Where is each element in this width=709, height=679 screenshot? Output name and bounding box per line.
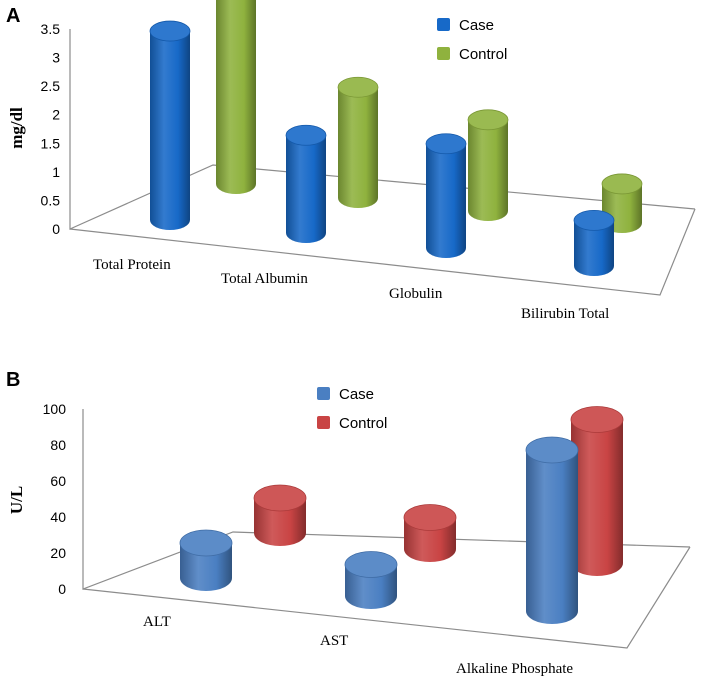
panel-b-bars (179, 406, 624, 624)
category-label: Bilirubin Total (521, 306, 609, 322)
panel-b-letter: B (6, 369, 20, 391)
category-label: AST (320, 633, 348, 649)
panel-a-y-ticks: 0 0.5 1 1.5 2 2.5 3 3.5 (41, 21, 61, 237)
legend-swatch (317, 387, 330, 400)
category-label: ALT (143, 614, 171, 630)
panel-b-legend: Case Control (317, 386, 387, 432)
category-label: Alkaline Phosphate (456, 661, 573, 677)
bar-control (467, 109, 509, 221)
panel-a-bars (149, 0, 643, 276)
bar-case (425, 133, 467, 258)
legend-label: Case (459, 17, 494, 34)
legend-label: Control (339, 415, 387, 432)
panel-b-y-ticks: 0 20 40 60 80 100 (43, 401, 67, 597)
panel-b-axis-frame (82, 409, 691, 649)
legend-label: Case (339, 386, 374, 403)
bar-control (253, 484, 307, 546)
y-tick-label: 1.5 (41, 135, 61, 151)
y-tick-label: 0 (52, 221, 60, 237)
bar-control (570, 406, 624, 576)
y-tick-label: 1 (52, 164, 60, 180)
y-tick-label: 80 (50, 437, 66, 453)
panel-a: A mg/dl 00.511.522.533.5 Total ProteinTo… (6, 0, 696, 322)
legend-swatch (437, 18, 450, 31)
bar-case (149, 20, 191, 231)
bar-control (216, 0, 256, 194)
y-tick-label: 2 (52, 107, 60, 123)
legend-swatch (317, 416, 330, 429)
panel-a-legend: Case Control (437, 17, 507, 63)
panel-a-letter: A (6, 5, 20, 27)
bar-control (403, 504, 457, 562)
legend-label: Control (459, 46, 507, 63)
y-tick-label: 2.5 (41, 78, 61, 94)
y-tick-label: 0 (58, 581, 66, 597)
bar-control (337, 76, 379, 208)
category-label: Total Albumin (221, 271, 308, 287)
y-tick-label: 20 (50, 545, 66, 561)
bar-case (285, 124, 327, 243)
bar-case (179, 529, 233, 591)
bar-case (525, 436, 579, 624)
legend-swatch (437, 47, 450, 60)
y-tick-label: 3.5 (41, 21, 61, 37)
bar-case (344, 551, 398, 609)
y-tick-label: 3 (52, 50, 60, 66)
panel-a-y-axis-label: mg/dl (7, 107, 26, 149)
y-tick-label: 40 (50, 509, 66, 525)
panel-b-category-labels: ALT AST Alkaline Phosphate (143, 614, 573, 677)
category-label: Total Protein (93, 257, 171, 273)
y-tick-label: 60 (50, 473, 66, 489)
y-tick-label: 100 (43, 401, 67, 417)
panel-b: B U/L 0 20 40 60 80 100 ALT AST Alkaline Phosph… (6, 369, 691, 677)
panel-a-category-labels: Total Protein Total Albumin Globulin Biliru… (93, 257, 609, 322)
panel-b-y-axis-label: U/L (7, 486, 26, 514)
category-label: Globulin (389, 286, 443, 302)
bar-case (573, 209, 615, 276)
y-tick-label: 0.5 (41, 192, 61, 208)
